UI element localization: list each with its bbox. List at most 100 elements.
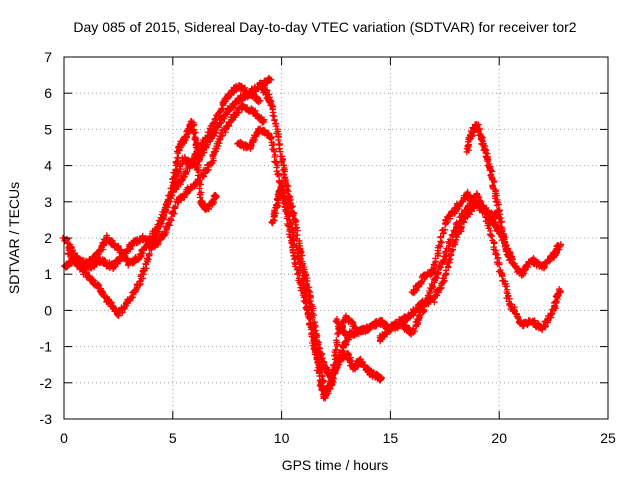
data-point-plus xyxy=(298,252,306,259)
data-point-plus xyxy=(495,261,503,268)
data-point-plus xyxy=(441,226,449,233)
data-point-plus xyxy=(338,349,346,356)
x-tick-label: 15 xyxy=(383,430,399,446)
data-point-plus xyxy=(332,346,339,354)
data-point-plus xyxy=(273,158,280,165)
data-point-plus xyxy=(303,299,310,307)
data-point-plus xyxy=(218,105,225,112)
data-point-plus xyxy=(221,126,228,134)
x-tick-label: 0 xyxy=(60,430,68,446)
data-point-plus xyxy=(275,145,283,152)
data-point-plus xyxy=(490,178,498,186)
data-point-plus xyxy=(303,306,310,313)
data-point-plus xyxy=(447,256,454,263)
data-point-plus xyxy=(287,233,294,240)
data-point-plus xyxy=(259,117,266,124)
data-point-plus xyxy=(502,246,510,253)
data-point-plus xyxy=(95,247,103,255)
data-point-plus xyxy=(334,359,342,367)
data-point-plus xyxy=(555,285,563,293)
data-point-plus xyxy=(487,232,494,239)
data-point-plus xyxy=(426,289,433,297)
data-point-plus xyxy=(288,220,295,227)
data-point-plus xyxy=(282,208,289,215)
data-point-plus xyxy=(212,115,219,122)
y-axis: -3 -2 -1 0 1 2 3 4 5 6 7 xyxy=(40,49,608,427)
data-point-plus xyxy=(482,209,490,216)
data-point-plus xyxy=(197,181,204,188)
data-point-plus xyxy=(431,269,439,276)
data-point-plus xyxy=(274,171,281,178)
data-point-plus xyxy=(210,151,218,158)
data-point-plus xyxy=(333,365,340,373)
data-point-plus xyxy=(493,202,501,209)
data-point-plus xyxy=(333,337,340,344)
series-track xyxy=(169,117,220,213)
y-tick-label: 2 xyxy=(44,230,52,246)
data-point-plus xyxy=(172,203,179,210)
data-point-plus xyxy=(442,248,449,255)
data-point-plus xyxy=(465,141,473,149)
data-point-plus xyxy=(260,118,267,126)
data-point-plus xyxy=(432,258,439,265)
data-point-plus xyxy=(465,191,473,199)
data-point-plus xyxy=(505,292,512,299)
data-point-plus xyxy=(311,351,319,358)
data-point-plus xyxy=(295,269,303,276)
data-point-plus xyxy=(437,233,444,241)
data-point-plus xyxy=(497,269,505,277)
data-point-plus xyxy=(280,199,288,207)
data-point-plus xyxy=(435,249,442,257)
data-point-plus xyxy=(218,132,226,140)
data-point-plus xyxy=(167,215,175,222)
data-point-plus xyxy=(503,288,510,296)
data-point-plus xyxy=(205,205,212,212)
data-point-plus xyxy=(496,211,503,218)
data-point-plus xyxy=(440,275,447,282)
y-tick-label: 6 xyxy=(44,85,52,101)
data-point-plus xyxy=(430,262,438,269)
data-point-plus xyxy=(289,203,297,210)
x-tick-label: 25 xyxy=(600,430,616,446)
x-tick-label: 10 xyxy=(274,430,290,446)
data-point-plus xyxy=(102,257,109,265)
series-track xyxy=(64,102,268,273)
data-point-plus xyxy=(290,240,297,248)
data-point-plus xyxy=(506,256,514,263)
y-tick-label: 4 xyxy=(44,158,52,174)
data-point-plus xyxy=(289,249,297,256)
data-point-plus xyxy=(163,201,170,209)
data-point-plus xyxy=(520,322,527,330)
data-point-plus xyxy=(488,168,496,175)
data-point-plus xyxy=(475,128,483,136)
data-point-plus xyxy=(270,140,277,148)
y-axis-label: SDTVAR / TECUs xyxy=(6,182,22,294)
data-point-plus xyxy=(286,226,293,233)
data-point-plus xyxy=(302,298,309,306)
y-tick-label: -1 xyxy=(40,339,53,355)
data-point-plus xyxy=(268,133,276,141)
data-point-plus xyxy=(378,374,385,381)
data-point-plus xyxy=(275,136,282,144)
data-point-plus xyxy=(557,241,565,249)
data-point-plus xyxy=(538,326,546,333)
data-point-plus xyxy=(210,157,217,164)
data-point-plus xyxy=(429,282,436,290)
data-point-plus xyxy=(112,306,119,314)
data-point-plus xyxy=(271,151,279,159)
data-point-plus xyxy=(183,168,191,175)
data-point-plus xyxy=(170,175,177,182)
x-tick-label: 20 xyxy=(491,430,507,446)
data-point-plus xyxy=(146,250,153,257)
data-point-plus xyxy=(108,299,115,306)
y-tick-label: 3 xyxy=(44,194,52,210)
data-point-plus xyxy=(193,150,200,158)
data-point-plus xyxy=(212,192,220,200)
y-tick-label: 0 xyxy=(44,302,52,318)
data-point-plus xyxy=(458,213,466,220)
data-point-plus xyxy=(464,206,471,214)
data-point-plus xyxy=(180,174,187,181)
data-points xyxy=(59,74,565,402)
y-tick-label: 1 xyxy=(44,266,52,282)
data-point-plus xyxy=(439,258,447,266)
